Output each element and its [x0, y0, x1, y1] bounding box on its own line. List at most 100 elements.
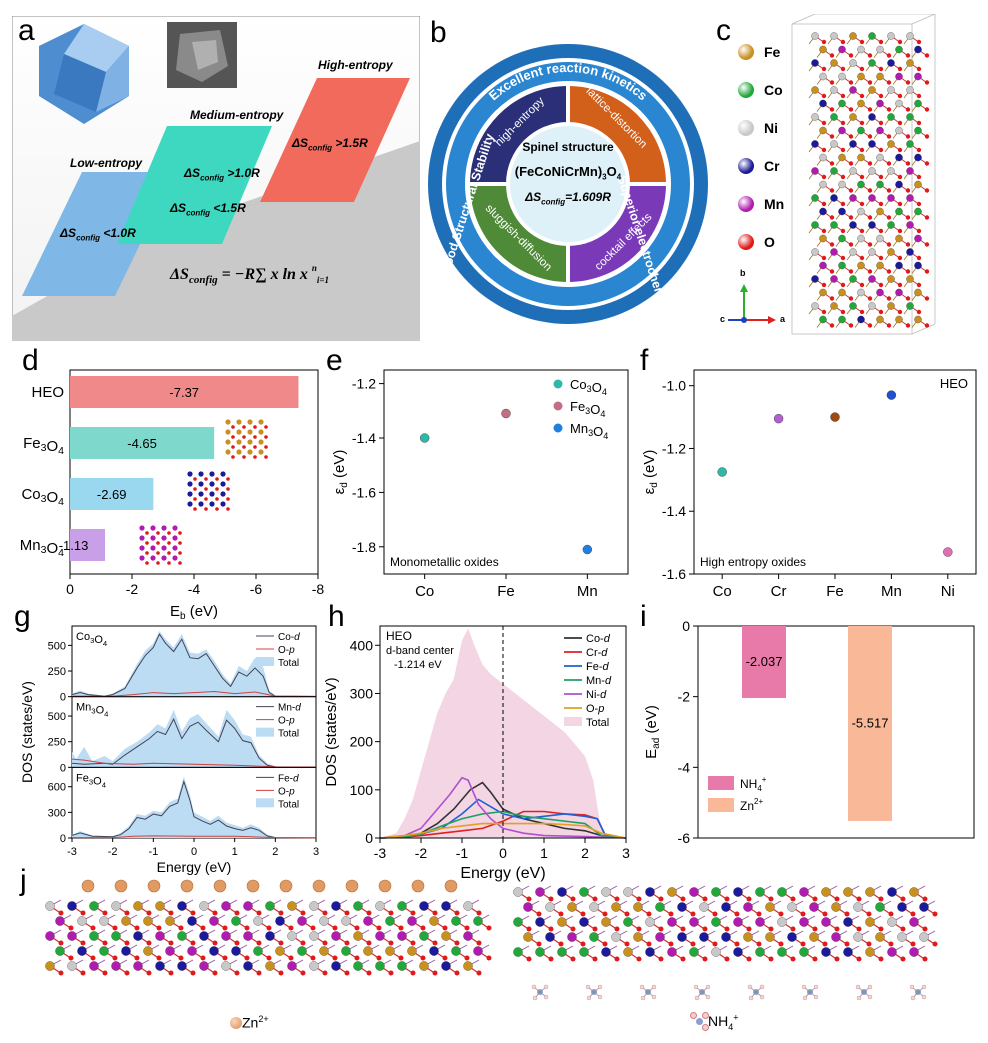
x-tick-label: Co [415, 583, 434, 600]
zn-ion [444, 879, 458, 893]
category-label: Co3O4 [21, 486, 64, 508]
slab-oxygen [58, 910, 64, 916]
data-point [717, 467, 727, 477]
crystal-atom [849, 275, 857, 283]
crystal-atom [811, 113, 819, 121]
legend-label: Total [278, 729, 299, 740]
slab-atom [451, 946, 461, 956]
slab-atom [407, 916, 417, 926]
slab-atom [111, 901, 121, 911]
legend-label: O-p [278, 786, 295, 797]
slab-oxygen [366, 940, 372, 946]
structure-thumbnail-icon [225, 419, 268, 459]
y-axis-label: DOS (states/eV) [19, 681, 35, 783]
crystal-oxygen [840, 66, 846, 72]
crystal-oxygen [867, 323, 873, 328]
legend-label: Co-d [586, 633, 611, 645]
crystal-oxygen [897, 174, 903, 180]
crystal-atom [914, 72, 922, 81]
slab-oxygen [112, 955, 118, 961]
crystal-oxygen [924, 107, 930, 112]
crystal-oxygen [916, 282, 922, 288]
slab-atom [711, 947, 721, 957]
slab-oxygen [878, 896, 884, 902]
slab-atom [721, 902, 731, 912]
crystal-oxygen [916, 39, 922, 45]
axis-b-label: b [740, 268, 746, 278]
slab-atom [567, 932, 577, 942]
crystal-oxygen [821, 201, 827, 207]
slab-oxygen [58, 940, 64, 946]
x-tick-label: Fe [497, 583, 515, 600]
slab-atom [297, 946, 307, 956]
slab-atom [319, 946, 329, 956]
slab-atom [733, 917, 743, 927]
crystal-oxygen [878, 228, 884, 234]
crystal-atom [906, 86, 914, 94]
slab-atom [89, 901, 99, 911]
slab-atom [385, 916, 395, 926]
panel-g: 0 250 500 Co3O4 Co-d O-p Total 0 250 500 Mn3O4 Mn-d… [10, 606, 330, 886]
y-tick-label: -1.0 [662, 378, 686, 394]
panel-e-label: e [326, 344, 343, 377]
crystal-atom [830, 59, 838, 67]
crystal-atom [830, 167, 838, 175]
crystal-atom [914, 180, 922, 189]
crystal-oxygen [840, 93, 846, 99]
slab-oxygen [922, 896, 928, 902]
legend-marker [553, 401, 563, 411]
slab-atom [579, 947, 589, 957]
crystal-oxygen [905, 107, 911, 112]
crystal-oxygen [878, 309, 884, 315]
high-condition: ΔSconfig >1.5R [292, 136, 368, 153]
slab-oxygen [464, 955, 470, 961]
crystal-atom [887, 86, 895, 94]
slab-atom [919, 932, 929, 942]
subplot-name: Fe3O4 [76, 772, 107, 789]
slab-oxygen [570, 896, 576, 902]
slab-oxygen [922, 926, 928, 932]
slab-oxygen [124, 970, 130, 976]
slab-oxygen [278, 910, 284, 916]
crystal-oxygen [867, 269, 873, 274]
crystal-oxygen [848, 296, 854, 301]
legend-label: NH4+ [740, 775, 767, 793]
zn-ion [378, 879, 392, 893]
high-entropy-label: High-entropy [318, 58, 393, 72]
slab-oxygen [646, 911, 652, 917]
crystal-oxygen [905, 188, 911, 193]
crystal-oxygen [878, 174, 884, 180]
slab-atom [645, 887, 655, 897]
slab-oxygen [256, 910, 262, 916]
crystal-atom [868, 86, 876, 94]
chart-annotation-value: -1.214 eV [394, 659, 442, 671]
slab-atom [667, 917, 677, 927]
slab-atom [375, 901, 385, 911]
crystal-atom [895, 207, 903, 216]
crystal-atom [857, 261, 865, 270]
panel-a-graphic [11, 15, 421, 342]
crystal-atom [830, 221, 838, 229]
slab-oxygen [602, 911, 608, 917]
dos-line-ni-d [379, 776, 627, 839]
crystal-oxygen [905, 134, 911, 139]
nh4-h-atom [802, 995, 808, 1001]
crystal-oxygen [829, 188, 835, 193]
nh4-h-atom [693, 984, 699, 990]
slab-oxygen [778, 911, 784, 917]
slab-oxygen [888, 941, 894, 947]
slab-oxygen [636, 926, 642, 932]
nh4-h-atom [532, 995, 538, 1001]
crystal-atom [876, 234, 884, 243]
slab-oxygen [190, 970, 196, 976]
crystal-atom [819, 261, 827, 270]
crystal-atom [887, 302, 895, 310]
crystal-atom [876, 180, 884, 189]
slab-atom [353, 961, 363, 971]
data-point [943, 547, 953, 557]
slab-oxygen [900, 896, 906, 902]
slab-oxygen [200, 955, 206, 961]
crystal-oxygen [867, 188, 873, 193]
slab-atom [601, 947, 611, 957]
slab-oxygen [420, 955, 426, 961]
